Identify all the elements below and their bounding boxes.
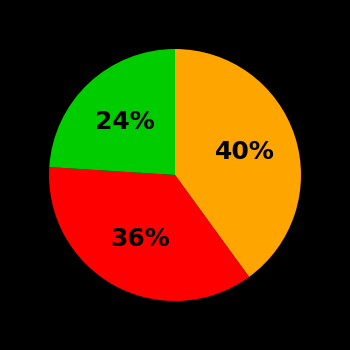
Wedge shape	[175, 49, 301, 277]
Wedge shape	[49, 49, 175, 175]
Text: 24%: 24%	[95, 110, 155, 134]
Wedge shape	[49, 167, 249, 301]
Text: 40%: 40%	[215, 140, 274, 164]
Text: 36%: 36%	[110, 227, 170, 251]
